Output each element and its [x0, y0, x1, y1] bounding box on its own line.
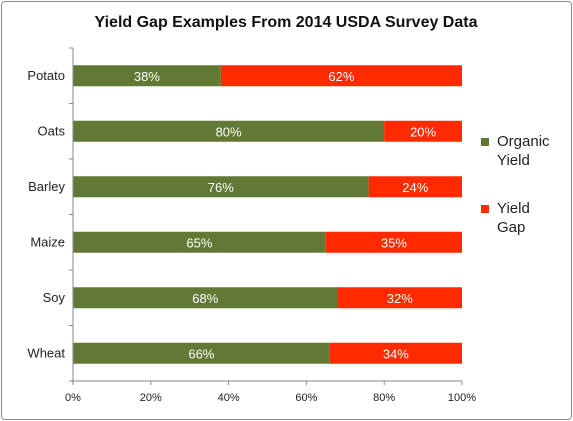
- legend-label: Organic Yield: [497, 133, 550, 169]
- data-label: 32%: [387, 291, 413, 306]
- bar-segment-organic-yield: [73, 231, 326, 253]
- data-label: 68%: [192, 291, 218, 306]
- bar-segment-yield-gap: [329, 342, 462, 364]
- legend-entry-organic-yield: Organic Yield: [481, 133, 550, 169]
- bar-segment-organic-yield: [73, 120, 385, 142]
- category-label: Barley: [28, 179, 65, 194]
- legend-swatch: [481, 138, 489, 146]
- x-tick-label: 60%: [295, 392, 317, 404]
- legend-label: Yield Gap: [497, 200, 530, 236]
- bar-row-wheat: Wheat 66% 34%: [27, 342, 462, 364]
- category-label: Potato: [27, 68, 65, 83]
- data-label: 76%: [208, 180, 234, 195]
- category-label: Maize: [30, 234, 65, 249]
- bar-row-soy: Soy 68% 32%: [43, 287, 462, 309]
- x-tick-label: 20%: [140, 392, 162, 404]
- legend: Organic Yield Yield Gap: [481, 133, 550, 236]
- legend-entry-yield-gap: Yield Gap: [481, 200, 530, 236]
- data-label: 66%: [188, 346, 214, 361]
- bar-segment-yield-gap: [384, 120, 462, 142]
- bar-row-oats: Oats 80% 20%: [38, 120, 462, 142]
- bar-row-potato: Potato 38% 62%: [27, 65, 462, 87]
- data-label: 80%: [216, 124, 242, 139]
- category-label: Soy: [43, 290, 66, 305]
- data-label: 62%: [328, 69, 354, 84]
- bar-segment-yield-gap: [368, 176, 462, 198]
- bar-segment-organic-yield: [73, 65, 221, 87]
- chart-title: Yield Gap Examples From 2014 USDA Survey…: [95, 14, 478, 31]
- bar-segment-organic-yield: [73, 176, 369, 198]
- bar-segment-yield-gap: [220, 65, 462, 87]
- legend-swatch: [481, 205, 489, 213]
- bar-segment-organic-yield: [73, 287, 338, 309]
- bar-row-barley: Barley 76% 24%: [28, 176, 462, 198]
- category-label: Oats: [38, 123, 66, 138]
- category-label: Wheat: [27, 345, 65, 360]
- data-label: 20%: [410, 124, 436, 139]
- plot-area: Potato 38% 62% Oats 80% 20% Barley 76% 24% Maize 6…: [27, 47, 476, 404]
- data-label: 65%: [186, 235, 212, 250]
- x-tick-label: 80%: [373, 392, 395, 404]
- data-label: 34%: [383, 346, 409, 361]
- bar-segment-yield-gap: [325, 231, 462, 253]
- bar-segment-organic-yield: [73, 342, 330, 364]
- bar-row-maize: Maize 65% 35%: [30, 231, 462, 253]
- x-tick-label: 0%: [65, 392, 81, 404]
- x-tick-label: 100%: [448, 392, 476, 404]
- data-label: 38%: [134, 69, 160, 84]
- bar-segment-yield-gap: [337, 287, 462, 309]
- data-label: 35%: [381, 235, 407, 250]
- data-label: 24%: [402, 180, 428, 195]
- x-tick-label: 40%: [218, 392, 240, 404]
